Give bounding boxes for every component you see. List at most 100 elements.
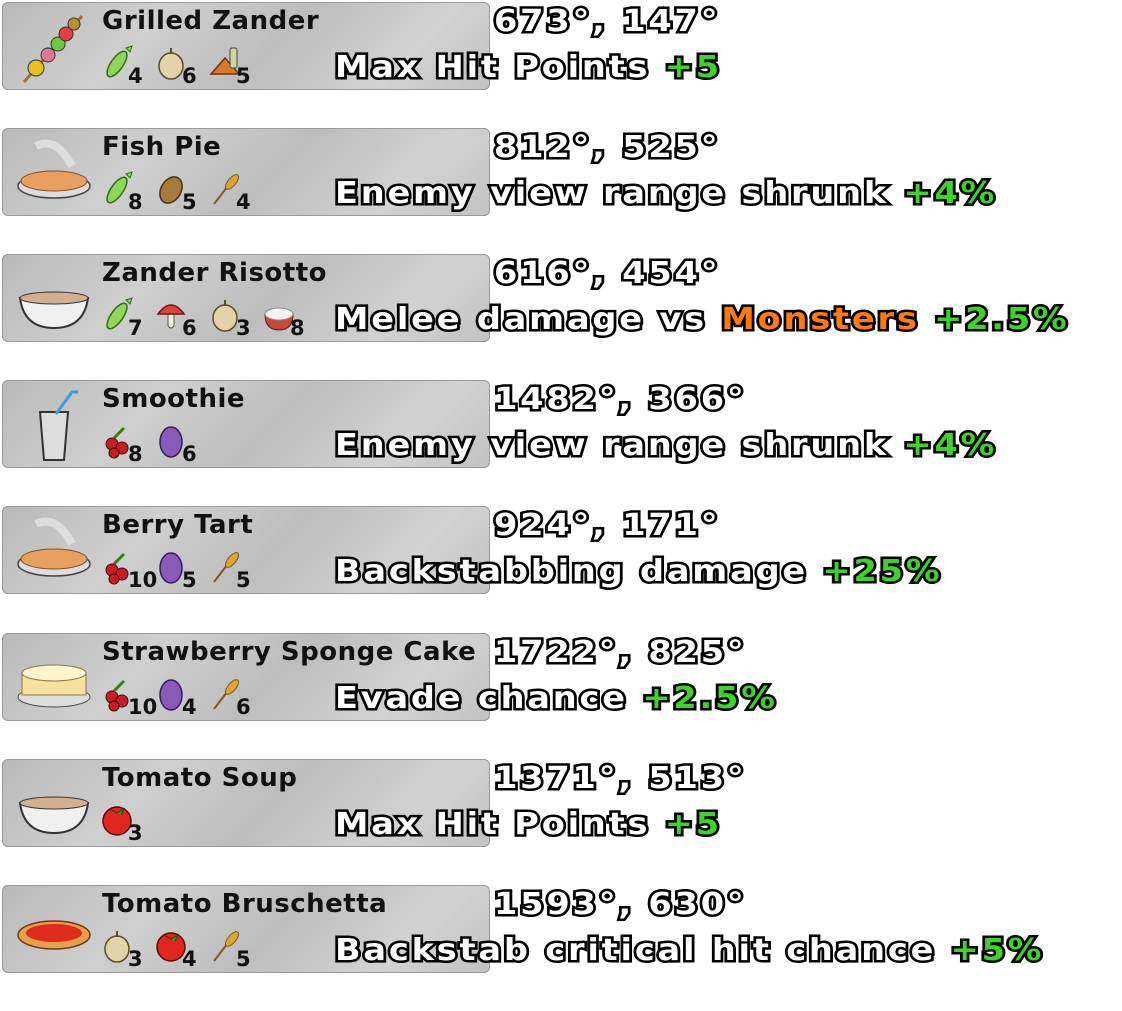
ingredient-quantity: 8 [290, 316, 305, 340]
coordinates: 1722°, 825° [491, 633, 747, 673]
recipe-row: Tomato Bruschetta 3 4 5 1593°, 630° Backst… [0, 885, 1122, 1011]
ingredient-list: 3 4 5 [100, 927, 258, 971]
effect-text: Evade chance [332, 679, 628, 719]
effect-text: Backstabbing damage [332, 552, 809, 592]
ingredient-quantity: 6 [182, 316, 197, 340]
onion-icon [158, 48, 184, 80]
recipe-row: Tomato Soup 3 1371°, 513° Max Hit Points… [0, 759, 1122, 885]
berry-icon [105, 679, 129, 712]
effect: Backstab critical hit chance +5% [332, 931, 1045, 971]
bruschetta-icon [17, 920, 91, 950]
ingredient: 6 [154, 422, 204, 466]
recipe-card[interactable]: Tomato Bruschetta 3 4 5 [2, 885, 490, 973]
ingredient: 6 [154, 296, 204, 340]
ingredient-quantity: 10 [128, 568, 158, 592]
ingredient-list: 8 5 4 [100, 170, 258, 214]
ingredient: 5 [154, 548, 204, 592]
wheat-icon [213, 679, 240, 710]
ingredient: 5 [208, 44, 258, 88]
bowl-icon [18, 291, 90, 330]
effect-text: Backstab critical hit chance [332, 931, 937, 971]
effect: Max Hit Points +5 [332, 805, 722, 845]
recipe-name: Tomato Bruschetta [102, 889, 388, 919]
ingredient-quantity: 7 [128, 316, 143, 340]
effect-bonus: +4% [901, 174, 998, 214]
effect-text: Enemy view range shrunk [332, 426, 889, 466]
effect: Backstabbing damage +25% [332, 552, 942, 592]
recipe-card[interactable]: Grilled Zander 4 6 5 [2, 2, 490, 90]
ingredient: 4 [154, 675, 204, 719]
coordinates: 616°, 454° [491, 254, 721, 294]
effect: Enemy view range shrunk +4% [332, 426, 997, 466]
recipe-card[interactable]: Tomato Soup 3 [2, 759, 490, 847]
berry-icon [105, 552, 129, 585]
coordinates: 1371°, 513° [491, 759, 747, 799]
coordinates: 1593°, 630° [491, 885, 747, 925]
skewer-icon [22, 15, 84, 83]
ingredient-quantity: 4 [128, 64, 143, 88]
recipe-name: Berry Tart [102, 510, 254, 540]
egg-icon [159, 426, 183, 458]
ingredient: 5 [208, 548, 258, 592]
ingredient: 4 [208, 170, 258, 214]
effect: Max Hit Points +5 [332, 48, 722, 88]
ingredient-quantity: 8 [128, 442, 143, 466]
recipe-row: Zander Risotto 7 6 3 8 616°, 454° Melee dam… [0, 254, 1122, 380]
ingredient-quantity: 4 [182, 695, 197, 719]
ingredient-list: 3 [100, 801, 150, 845]
coordinates: 1482°, 366° [491, 380, 747, 420]
recipe-card[interactable]: Zander Risotto 7 6 3 8 [2, 254, 490, 342]
ingredient-quantity: 5 [236, 64, 251, 88]
ingredient-quantity: 3 [128, 947, 143, 971]
ingredient-quantity: 5 [182, 190, 197, 214]
recipe-card[interactable]: Strawberry Sponge Cake 10 4 6 [2, 633, 490, 721]
rice-icon [264, 307, 294, 331]
effect-target: Monsters [719, 300, 920, 340]
recipe-card[interactable]: Fish Pie 8 5 4 [2, 128, 490, 216]
ingredient: 3 [100, 927, 150, 971]
coordinates: 924°, 171° [491, 506, 721, 546]
cup-icon [38, 390, 78, 461]
ingredient: 4 [100, 44, 150, 88]
ingredient-quantity: 5 [182, 568, 197, 592]
ingredient: 10 [100, 548, 157, 592]
mushroom-icon [156, 304, 186, 329]
ingredient-quantity: 5 [236, 568, 251, 592]
ingredient-quantity: 4 [182, 947, 197, 971]
recipe-row: Fish Pie 8 5 4 812°, 525° Enemy view range… [0, 128, 1122, 254]
ingredient-quantity: 6 [182, 64, 197, 88]
onion-icon [104, 931, 130, 963]
onion-icon [212, 300, 238, 332]
ingredient-quantity: 10 [128, 695, 158, 719]
fish-icon [106, 171, 133, 204]
cake-icon [17, 664, 91, 708]
ingredient: 3 [208, 296, 258, 340]
recipe-name: Zander Risotto [102, 258, 328, 288]
recipe-name: Fish Pie [102, 132, 222, 162]
effect-bonus: +2.5% [640, 679, 778, 719]
ingredient: 8 [100, 422, 150, 466]
recipe-name: Strawberry Sponge Cake [102, 637, 477, 667]
pie-icon [17, 139, 91, 199]
ingredient-quantity: 5 [236, 947, 251, 971]
tomato-icon [102, 806, 132, 836]
ingredient: 6 [154, 44, 204, 88]
ingredient: 3 [100, 801, 150, 845]
effect: Melee damage vs Monsters +2.5% [332, 300, 1070, 340]
ingredient: 10 [100, 675, 157, 719]
ingredient-list: 10 5 5 [100, 548, 258, 592]
wheat-icon [213, 552, 240, 583]
effect-bonus: +2.5% [931, 300, 1070, 340]
effect-bonus: +5% [948, 931, 1045, 971]
effect: Enemy view range shrunk +4% [332, 174, 998, 214]
fish-icon [106, 297, 133, 330]
ingredient: 8 [262, 296, 312, 340]
berry-icon [105, 426, 129, 459]
ingredient: 8 [100, 170, 150, 214]
ingredient-quantity: 3 [128, 821, 143, 845]
recipe-card[interactable]: Berry Tart 10 5 5 [2, 506, 490, 594]
wheat-icon [213, 174, 240, 205]
effect-text: Enemy view range shrunk [332, 174, 889, 214]
